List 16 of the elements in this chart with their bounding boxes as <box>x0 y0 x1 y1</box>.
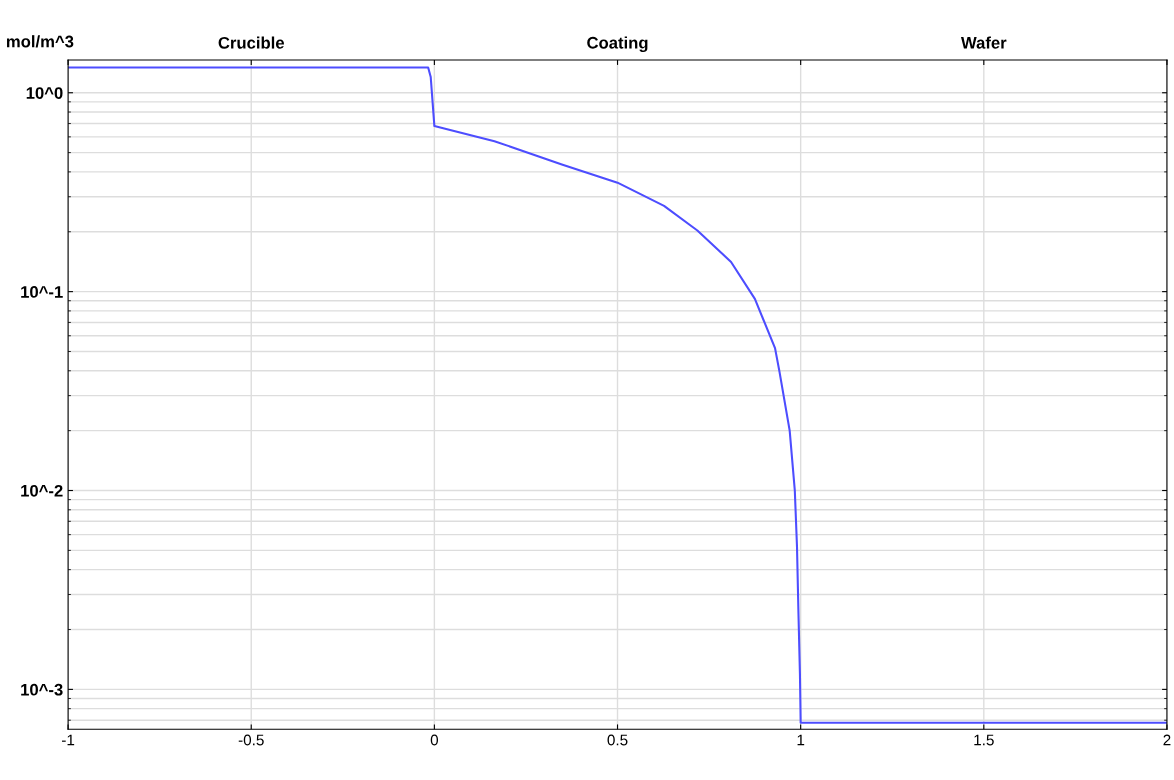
y-tick-label: 10^0 <box>26 87 63 99</box>
line-series <box>68 66 1167 724</box>
y-tick-label: 10^-1 <box>21 286 63 298</box>
y-axis-title: mol/m^3 <box>6 35 74 48</box>
x-tick-label: -0.5 <box>238 734 264 746</box>
x-tick-label: 1.5 <box>974 734 994 746</box>
y-tick-label: 10^-2 <box>21 484 63 497</box>
x-tick-label: 2 <box>1163 734 1171 746</box>
text: Coating <box>587 36 648 53</box>
x-tick-label: 1 <box>797 734 805 746</box>
text: Wafer <box>960 36 1007 49</box>
x-tick-label: 0 <box>430 734 439 746</box>
y-tick-label: 10^-3 <box>21 683 63 696</box>
x-tick-label: -1 <box>61 734 75 746</box>
x-tick-label: 0.5 <box>607 734 628 746</box>
text: Crucible <box>218 36 285 49</box>
